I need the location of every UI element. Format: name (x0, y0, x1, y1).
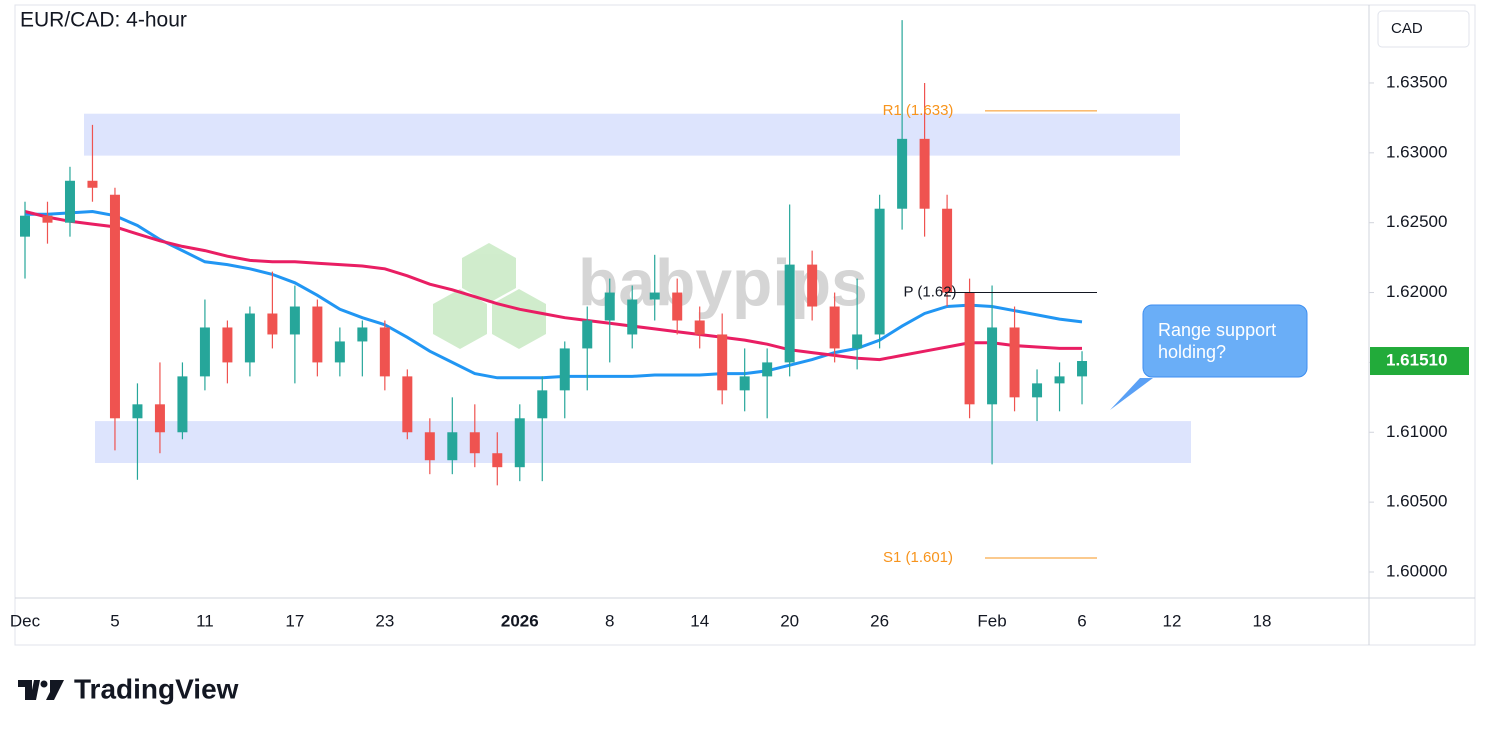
y-tick-label: 1.62500 (1386, 212, 1447, 231)
candle-body (807, 264, 818, 307)
x-tick-label: 20 (780, 611, 799, 630)
candle-body (379, 327, 390, 377)
currency-box (1377, 10, 1470, 48)
candle-body (267, 313, 278, 335)
candle-body (627, 299, 638, 335)
x-tick-label: 18 (1252, 611, 1271, 630)
candle-body (87, 180, 98, 188)
candle-body (109, 194, 120, 419)
chart-frame (14, 4, 1476, 646)
y-tick-label: 1.63500 (1386, 72, 1447, 91)
y-tick-label: 1.60500 (1386, 492, 1447, 511)
callout: Range support holding? (1110, 304, 1308, 410)
y-tick-label: 1.60000 (1386, 561, 1447, 580)
candle-body (717, 334, 728, 391)
watermark-cube (492, 289, 546, 349)
x-tick-label: 2026 (501, 611, 539, 630)
chart-title: EUR/CAD: 4-hour (20, 9, 187, 32)
moving-average (25, 209, 1083, 380)
candle-body (559, 348, 570, 391)
candle-body (1054, 376, 1065, 384)
x-tick-label: 8 (605, 611, 614, 630)
x-tick-label: 5 (110, 611, 119, 630)
candle-body (514, 418, 525, 468)
candle-body (1009, 327, 1020, 398)
candle-body (784, 264, 795, 363)
candle-body (492, 453, 503, 468)
candle-body (604, 292, 615, 321)
y-tick-label: 1.62000 (1386, 282, 1447, 301)
range-zone (84, 113, 1180, 156)
candle-body (852, 334, 863, 349)
pivot-label: S1 (1.601) (883, 549, 953, 566)
y-tick-label: 1.61000 (1386, 422, 1447, 441)
candle-body (42, 215, 53, 223)
candle-body (402, 376, 413, 433)
x-tick-label: 17 (285, 611, 304, 630)
candle-body (582, 320, 593, 349)
callout-text: Range support holding? (1158, 320, 1276, 362)
candle-body (20, 215, 30, 237)
x-tick-label: 23 (375, 611, 394, 630)
last-price-tag (1370, 347, 1469, 376)
candle-body (357, 327, 368, 342)
callout-pointer (1110, 378, 1153, 410)
candle-body (694, 320, 705, 335)
brand: TradingView (18, 673, 239, 704)
candle-body (132, 404, 143, 419)
candle-body (447, 432, 458, 461)
candle-body (334, 341, 345, 363)
brand-logo (18, 680, 40, 700)
x-tick-label: 26 (870, 611, 889, 630)
watermark-cube (433, 289, 487, 349)
callout-box (1142, 304, 1308, 378)
currency-label: CAD (1391, 20, 1423, 37)
candle-body (177, 376, 188, 433)
watermark-text: babypips (578, 245, 868, 319)
candle-body (874, 208, 885, 335)
x-tick-label: Feb (977, 611, 1006, 630)
candle-body (64, 180, 75, 223)
plot: R1 (1.633) P (1.62) S1 (1.601) (20, 20, 1191, 566)
candle-body (829, 306, 840, 349)
candle-body (1077, 361, 1088, 377)
range-zone (95, 421, 1191, 464)
x-tick-label: 6 (1077, 611, 1086, 630)
pivot-label: R1 (1.633) (883, 102, 954, 119)
candle-body (469, 432, 480, 454)
candle-body (649, 292, 660, 300)
candle-body (244, 313, 255, 363)
brand-logo (40, 680, 48, 688)
candle-body (897, 138, 908, 209)
candle-body (537, 390, 548, 419)
candle-body (154, 404, 165, 433)
brand-name: TradingView (74, 673, 239, 704)
candle-body (964, 292, 975, 405)
candle-body (739, 376, 750, 391)
candle-body (289, 306, 300, 335)
brand-logo (46, 680, 64, 700)
watermark-cube (462, 243, 516, 303)
candle-body (312, 306, 323, 363)
x-tick-label: Dec (10, 611, 41, 630)
candle-body (1032, 383, 1043, 398)
watermark: babypips (433, 243, 868, 349)
x-tick-label: 12 (1163, 611, 1182, 630)
last-price-label: 1.61510 (1386, 350, 1447, 369)
candle-body (762, 362, 773, 377)
candle-body (424, 432, 435, 461)
pivot-label: P (1.62) (903, 284, 956, 301)
x-tick-label: 11 (196, 611, 214, 630)
moving-average (24, 210, 1082, 362)
x-tick-label: 14 (690, 611, 709, 630)
candle-body (942, 208, 953, 293)
candle-body (199, 327, 210, 377)
candle-body (919, 138, 930, 209)
y-tick-label: 1.63000 (1386, 142, 1447, 161)
candle-body (672, 292, 683, 321)
candle-body (987, 327, 998, 405)
candle-body (222, 327, 233, 363)
